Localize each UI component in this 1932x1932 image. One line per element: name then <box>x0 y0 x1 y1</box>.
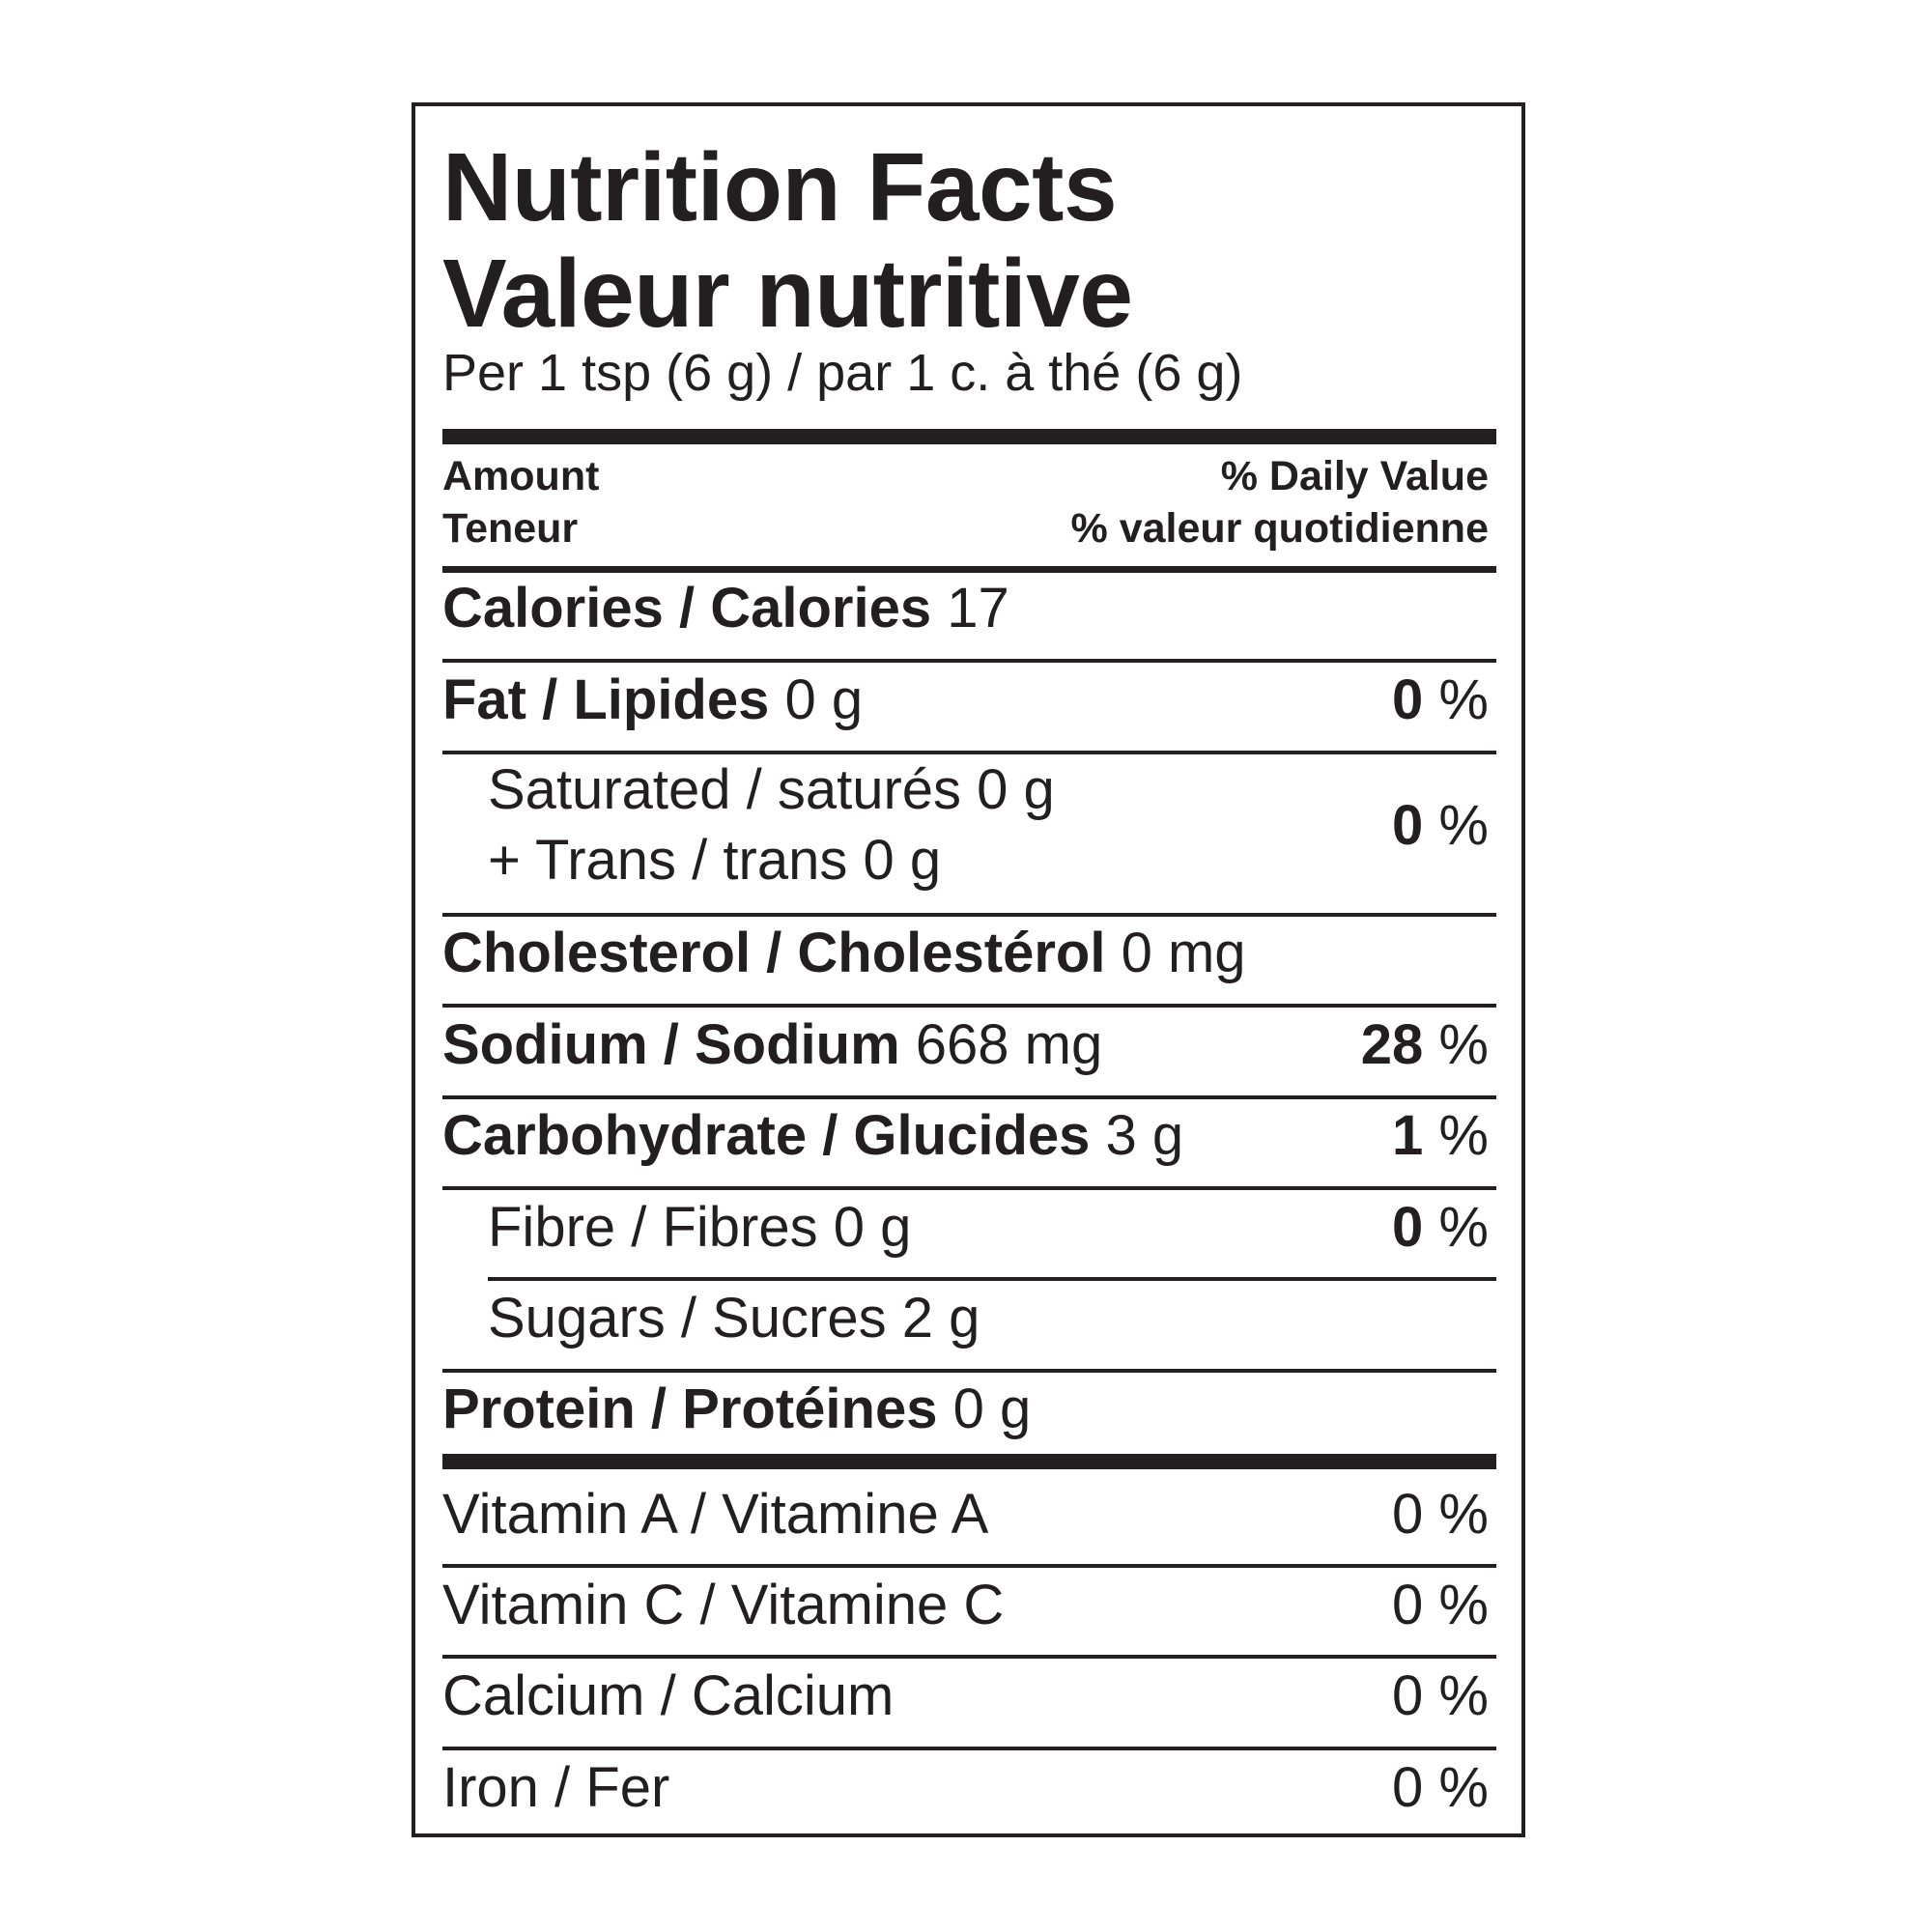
cholesterol-label: Cholesterol / Cholestérol <box>442 922 1106 984</box>
divider <box>442 1747 1496 1750</box>
sodium-amount: 668 mg <box>915 1013 1103 1076</box>
sodium-dv: 28 <box>1360 1013 1424 1076</box>
vitamin-c-dv: 0 % <box>1392 1574 1489 1636</box>
trans-label: + Trans / trans 0 g <box>488 829 942 892</box>
divider <box>442 913 1496 917</box>
divider <box>442 1095 1496 1099</box>
saturated-label: Saturated / saturés 0 g <box>488 758 1055 821</box>
protein-amount: 0 g <box>952 1378 1032 1440</box>
percent-sign: % <box>1438 1013 1489 1076</box>
daily-value-header-en: % Daily Value <box>1220 453 1489 499</box>
cholesterol-amount: 0 mg <box>1121 922 1246 984</box>
amount-header-en: Amount <box>442 453 600 499</box>
vitamin-a-dv: 0 % <box>1392 1483 1489 1546</box>
nutrition-facts-panel: Nutrition Facts Valeur nutritive Per 1 t… <box>412 102 1525 1837</box>
carbohydrate-amount: 3 g <box>1105 1104 1184 1167</box>
amount-header-fr: Teneur <box>442 505 579 552</box>
title-english: Nutrition Facts <box>442 133 1118 242</box>
divider <box>442 1655 1496 1659</box>
divider-indented <box>488 1277 1496 1281</box>
carbohydrate-label: Carbohydrate / Glucides <box>442 1104 1091 1167</box>
fat-dv: 0 <box>1392 668 1424 731</box>
fat-amount: 0 g <box>784 668 864 731</box>
divider-thick-top <box>442 429 1496 444</box>
title-french: Valeur nutritive <box>442 240 1133 348</box>
percent-sign: % <box>1438 794 1489 857</box>
divider-header <box>442 566 1496 573</box>
divider-thick-bottom <box>442 1454 1496 1469</box>
divider <box>442 659 1496 663</box>
divider <box>442 1004 1496 1008</box>
divider <box>442 1186 1496 1190</box>
calcium-dv: 0 % <box>1392 1664 1489 1727</box>
divider <box>442 751 1496 754</box>
percent-sign: % <box>1438 1196 1489 1259</box>
saturated-dv: 0 <box>1392 794 1424 857</box>
calories-value: 17 <box>947 577 1009 639</box>
saturated-trans-row: Saturated / saturés 0 g + Trans / trans … <box>442 761 1489 906</box>
vitamin-a-label: Vitamin A / Vitamine A <box>442 1483 989 1546</box>
percent-sign: % <box>1438 1104 1489 1167</box>
vitamin-c-label: Vitamin C / Vitamine C <box>442 1574 1005 1636</box>
divider <box>442 1369 1496 1373</box>
divider <box>442 1564 1496 1568</box>
iron-dv: 0 % <box>1392 1756 1489 1819</box>
protein-label: Protein / Protéines <box>442 1378 938 1440</box>
fibre-label: Fibre / Fibres 0 g <box>488 1196 912 1259</box>
carbohydrate-dv: 1 <box>1392 1104 1424 1167</box>
sugars-label: Sugars / Sucres 2 g <box>488 1287 980 1350</box>
fat-label: Fat / Lipides <box>442 668 770 731</box>
serving-size: Per 1 tsp (6 g) / par 1 c. à thé (6 g) <box>442 344 1243 402</box>
percent-sign: % <box>1438 668 1489 731</box>
fibre-dv: 0 <box>1392 1196 1424 1259</box>
calories-label: Calories / Calories <box>442 577 932 639</box>
daily-value-header-fr: % valeur quotidienne <box>1070 505 1489 552</box>
calcium-label: Calcium / Calcium <box>442 1664 895 1727</box>
sodium-label: Sodium / Sodium <box>442 1013 900 1076</box>
iron-label: Iron / Fer <box>442 1756 670 1819</box>
